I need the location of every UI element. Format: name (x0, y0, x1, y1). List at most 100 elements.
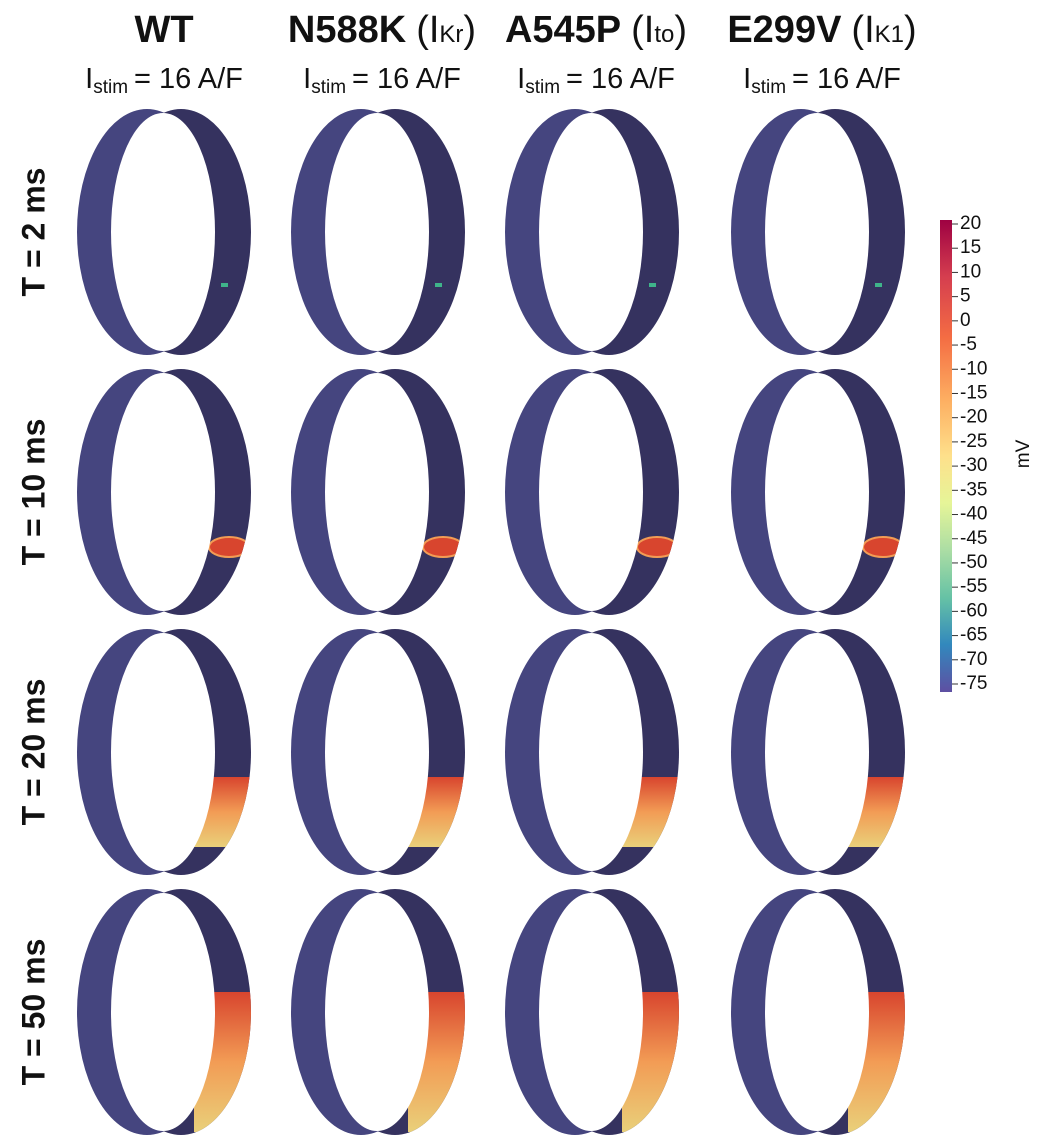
stim-sub: stim (93, 77, 128, 98)
ring-hole (539, 113, 643, 351)
ring (291, 629, 468, 875)
activation (863, 537, 903, 557)
ring (291, 369, 465, 615)
activation (435, 283, 442, 287)
activation-patch (423, 537, 463, 557)
ring-hole (765, 113, 869, 351)
title-name: WT (134, 9, 193, 51)
colorbar-tick-label: -45 (960, 528, 987, 549)
column-title: WT (134, 9, 193, 51)
ring (77, 369, 251, 615)
stim-spot (435, 283, 442, 287)
title-close: ) (904, 9, 917, 51)
stim-symbol: I (517, 63, 525, 95)
colorbar-tick-label: -75 (960, 673, 987, 694)
title-name: E299V (727, 9, 842, 51)
column-title: A545P(Ito) (505, 9, 687, 51)
ring (291, 889, 468, 1135)
activation (423, 537, 463, 557)
stim-symbol: I (303, 63, 311, 95)
colorbar-tick-label: 5 (960, 286, 971, 307)
colorbar-tick-label: -5 (960, 334, 977, 355)
activation-patch (637, 537, 677, 557)
stim-label: Istim= 16 A/F (743, 63, 901, 98)
title-close: ) (674, 9, 687, 51)
activation-patch (863, 537, 903, 557)
title-current-sub: to (654, 21, 674, 48)
stim-label: Istim = 16 A/F (85, 63, 243, 98)
ring (77, 109, 251, 355)
row-label: T = 20 ms (15, 679, 51, 826)
title-current-sub: Kr (439, 21, 463, 48)
colorbar-tick-label: -60 (960, 600, 987, 621)
ring (731, 889, 908, 1135)
title-close: ) (463, 9, 476, 51)
ring-hole (539, 633, 643, 871)
title-current: (I (416, 9, 439, 51)
stim-rest: = 16 A/F (566, 63, 675, 95)
ring (731, 109, 905, 355)
row-label: T = 2 ms (15, 168, 51, 297)
column-title: N588K(IKr) (288, 9, 476, 51)
ring-hole (765, 373, 869, 611)
stim-label: Istim= 16 A/F (303, 63, 461, 98)
stim-rest: = 16 A/F (134, 63, 243, 95)
ring-hole (111, 893, 215, 1131)
activation (649, 283, 656, 287)
ring (731, 629, 908, 875)
stim-spot (875, 283, 882, 287)
ring-hole (111, 633, 215, 871)
activation-patch (209, 537, 249, 557)
colorbar-tick-label: -30 (960, 455, 987, 476)
colorbar-tick-label: 0 (960, 310, 971, 331)
stim-rest: = 16 A/F (352, 63, 461, 95)
ring-hole (539, 893, 643, 1131)
colorbar-tick-label: -55 (960, 576, 987, 597)
ring-hole (111, 373, 215, 611)
colorbar-tick-label: 20 (960, 213, 981, 234)
title-current: (I (631, 9, 654, 51)
ring (731, 369, 905, 615)
ring-hole (765, 633, 869, 871)
activation (875, 283, 882, 287)
ring-hole (111, 113, 215, 351)
colorbar-tick-label: -35 (960, 479, 987, 500)
stim-sub: stim (751, 77, 786, 98)
colorbar-unit: mV (1013, 439, 1034, 468)
activation (637, 537, 677, 557)
figure: WTIstim= 16 A/FN588K(IKr)Istim= 16 A/FA5… (0, 0, 1042, 1138)
colorbar-tick-label: -15 (960, 382, 987, 403)
colorbar-tick-label: -40 (960, 504, 987, 525)
title-current: (I (851, 9, 874, 51)
stim-spot (221, 283, 228, 287)
colorbar-tick-label: -25 (960, 431, 987, 452)
title-name: A545P (505, 9, 621, 51)
stim-spot (649, 283, 656, 287)
stim-symbol: I (85, 63, 93, 95)
ring (77, 629, 254, 875)
ring-hole (325, 373, 429, 611)
activation (209, 537, 249, 557)
colorbar-tick-label: -10 (960, 358, 987, 379)
colorbar-tick-label: 10 (960, 261, 981, 282)
stim-label: Istim = 16 A/F (517, 63, 675, 98)
colorbar-tick-label: 15 (960, 237, 981, 258)
stim-rest: = 16 A/F (792, 63, 901, 95)
activation (221, 283, 228, 287)
colorbar (940, 220, 952, 692)
ring-hole (325, 893, 429, 1131)
column-title: E299V(IK1) (727, 9, 916, 51)
ring (505, 889, 682, 1135)
ring (505, 629, 682, 875)
ring (291, 109, 465, 355)
ring-hole (325, 113, 429, 351)
ring (505, 109, 679, 355)
colorbar-tick-label: -65 (960, 625, 987, 646)
ring-hole (765, 893, 869, 1131)
title-name: N588K (288, 9, 407, 51)
ring-hole (539, 373, 643, 611)
stim-sub: stim (525, 77, 560, 98)
colorbar-tick-label: -50 (960, 552, 987, 573)
ring-hole (325, 633, 429, 871)
ring (505, 369, 679, 615)
